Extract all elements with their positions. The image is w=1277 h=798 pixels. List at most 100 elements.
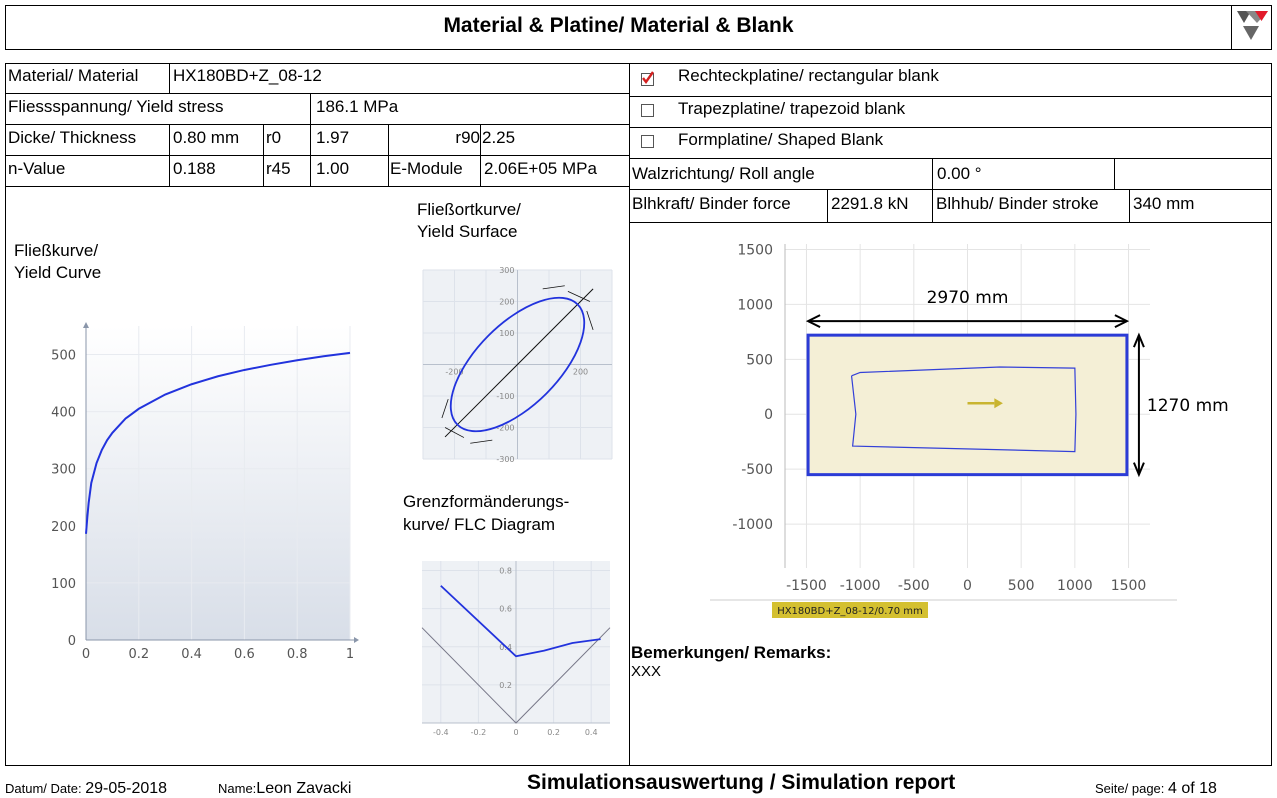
roll-angle-label: Walzrichtung/ Roll angle — [632, 164, 815, 183]
yield-surface-tangent — [441, 399, 449, 419]
yield-stress-value: 186.1 MPa — [316, 97, 399, 116]
blank-ytick-label: -1000 — [732, 517, 773, 533]
yield-curve-xtick-label: 0 — [82, 647, 90, 662]
yield-surface-title-1: Fließortkurve/ — [417, 200, 521, 219]
yield-surface-xtick-label: -200 — [445, 368, 463, 377]
shaped-blank-checkbox[interactable] — [641, 135, 654, 148]
date-value: 29-05-2018 — [85, 780, 168, 797]
footer-page: Seite/ page: 4 of 18 — [1095, 780, 1217, 798]
yield-surface-tangent — [586, 310, 594, 330]
blank-layout-chart: -1500 -1000 -500 0 500 1000 1500 -1000 -500 0 500 1… — [710, 242, 1229, 618]
rectangular-blank-label: Rechteckplatine/ rectangular blank — [678, 66, 939, 85]
blank-rectangle — [806, 333, 1129, 477]
yield-surface-tangent — [444, 427, 465, 438]
yield-curve-xtick-label: 0.6 — [234, 647, 255, 662]
rectangular-blank-checkbox[interactable] — [641, 71, 654, 86]
yield-curve-ytick-label: 400 — [51, 406, 76, 421]
r90-label: r90 — [455, 128, 480, 147]
yield-curve-line — [85, 351, 351, 534]
width-arrow-left — [805, 314, 821, 329]
flc-title-2: kurve/ FLC Diagram — [403, 515, 556, 534]
flc-title-1: Grenzformänderungs- — [403, 492, 570, 511]
height-arrow-bottom — [1132, 462, 1145, 478]
flc-series-line — [440, 585, 601, 658]
remarks-text: XXX — [631, 663, 662, 680]
yield-curve-xtick-label: 0.8 — [287, 647, 308, 662]
yield-curve-xtick-label: 0.2 — [128, 647, 149, 662]
flc-guide-line — [421, 627, 611, 724]
yield-curve-xtick-label: 1 — [346, 647, 354, 662]
footer-date: Datum/ Date: 29-05-2018 — [5, 780, 167, 798]
n-value-label: n-Value — [8, 159, 66, 178]
trapezoid-blank-checkbox[interactable] — [641, 104, 654, 117]
yield-surface-ytick-label: -200 — [496, 424, 514, 433]
flc-xtick-label: 0.2 — [547, 728, 560, 737]
page-title: Material & Platine/ Material & Blank — [443, 14, 794, 37]
yield-curve-ytick-label: 500 — [51, 349, 76, 364]
yield-surface-ytick-label: 300 — [499, 266, 514, 275]
height-dimension-label: 1270 mm — [1147, 396, 1229, 416]
flc-xtick-label: 0.4 — [585, 728, 598, 737]
flc-ytick-label: 0.8 — [499, 567, 512, 576]
blank-xtick-label: 1500 — [1111, 578, 1147, 594]
blank-xtick-label: -1500 — [786, 578, 827, 594]
width-arrow-right — [1114, 314, 1130, 329]
roll-angle-value: 0.00 ° — [937, 164, 982, 183]
blank-xtick-label: -1000 — [840, 578, 881, 594]
blank-ytick-label: 1000 — [737, 297, 773, 313]
yield-surface-ytick-label: -300 — [496, 455, 514, 464]
main-frame — [5, 63, 1272, 766]
report-title: Simulationsauswertung / Simulation repor… — [527, 771, 956, 794]
blank-ytick-label: 0 — [764, 407, 773, 423]
yield-surface-xtick-label: 200 — [573, 368, 588, 377]
remarks-title: Bemerkungen/ Remarks: — [631, 643, 832, 662]
yield-stress-label: Fliessspannung/ Yield stress — [8, 97, 224, 116]
blank-ytick-label: -500 — [741, 462, 773, 478]
thickness-label: Dicke/ Thickness — [8, 128, 137, 147]
checkmark-icon — [642, 71, 654, 85]
flc-xtick-label: -0.2 — [471, 728, 487, 737]
yield-surface-chart: -300 -200 -100 100 200 300 -200 200 — [422, 266, 613, 464]
yield-curve-xtick-label: 0.4 — [181, 647, 202, 662]
material-tag-background — [772, 602, 928, 618]
binder-stroke-label: Blhhub/ Binder stroke — [936, 194, 1099, 213]
blank-outline — [850, 366, 1077, 453]
blank-xtick-label: -500 — [898, 578, 930, 594]
date-label: Datum/ Date: — [5, 781, 82, 796]
yield-surface-ellipse — [449, 296, 586, 433]
blank-xtick-label: 500 — [1008, 578, 1035, 594]
page-value: 4 of 18 — [1168, 780, 1217, 797]
yield-curve-title-1: Fließkurve/ — [14, 241, 99, 260]
yield-curve-ytick-label: 200 — [51, 520, 76, 535]
height-arrow-top — [1132, 332, 1145, 348]
material-tag-label: HX180BD+Z_08-12/0.70 mm — [777, 606, 923, 617]
thickness-value: 0.80 mm — [173, 128, 240, 147]
blank-ytick-label: 500 — [746, 352, 773, 368]
yield-surface-ytick-label: 100 — [499, 329, 514, 338]
yield-surface-diagonal — [444, 288, 594, 438]
footer-name: Name:Leon Zavacki — [218, 780, 351, 798]
yield-surface-tangent — [470, 439, 493, 444]
e-module-value: 2.06E+05 MPa — [484, 159, 597, 178]
yield-curve-ytick-label: 100 — [51, 577, 76, 592]
logo-box — [1231, 5, 1272, 50]
material-value: HX180BD+Z_08-12 — [173, 66, 322, 85]
r90-value: 2.25 — [482, 128, 516, 147]
flc-ytick-label: 0.6 — [499, 605, 512, 614]
yield-curve-plot-area — [86, 326, 350, 640]
blank-xtick-label: 1000 — [1057, 578, 1093, 594]
roll-direction-arrowhead — [994, 398, 1003, 409]
trapezoid-blank-label: Trapezplatine/ trapezoid blank — [678, 99, 906, 118]
binder-force-value: 2291.8 kN — [831, 194, 909, 213]
blank-xtick-label: 0 — [963, 578, 972, 594]
r45-label: r45 — [266, 159, 291, 178]
yield-surface-tangent — [567, 291, 591, 302]
yield-surface-tangent — [542, 285, 565, 290]
page-label: Seite/ page: — [1095, 781, 1165, 796]
yield-curve-title-2: Yield Curve — [14, 263, 102, 282]
yield-curve-y-arrow — [83, 322, 89, 328]
binder-force-label: Blhkraft/ Binder force — [632, 194, 791, 213]
flc-chart: 0.20.40.60.8-0.4 -0.2 0 0.2 0.4 — [421, 561, 611, 737]
yield-surface-ytick-label: 200 — [499, 298, 514, 307]
binder-stroke-value: 340 mm — [1133, 194, 1195, 213]
